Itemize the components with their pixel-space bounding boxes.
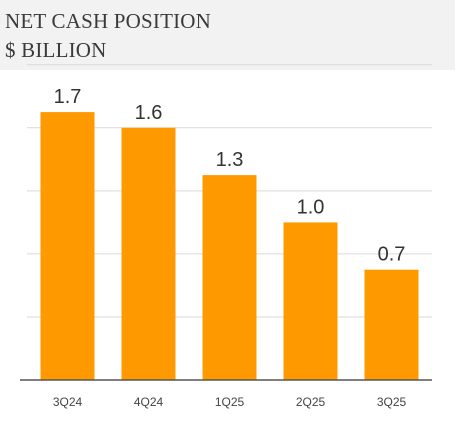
bar-4q24 [121,127,176,380]
data-label-2q25: 1.0 [297,196,325,218]
x-tick-2q25: 2Q25 [296,395,326,409]
chart-subtitle: $ BILLION [5,38,107,62]
x-tick-3q25: 3Q25 [377,395,407,409]
bar-1q25 [202,175,257,380]
x-tick-1q25: 1Q25 [215,395,245,409]
bar-3q24 [40,112,95,380]
chart-header: NET CASH POSITION $ BILLION [0,0,455,70]
x-tick-4q24: 4Q24 [134,395,164,409]
x-tick-3q24: 3Q24 [53,395,83,409]
bar-2q25 [283,222,338,380]
data-label-3q24: 1.7 [54,86,82,108]
chart-title: NET CASH POSITION [5,9,212,33]
bar-3q25 [364,269,419,380]
data-label-4q24: 1.6 [135,102,163,124]
data-label-3q25: 0.7 [378,244,406,266]
data-label-1q25: 1.3 [216,149,244,171]
